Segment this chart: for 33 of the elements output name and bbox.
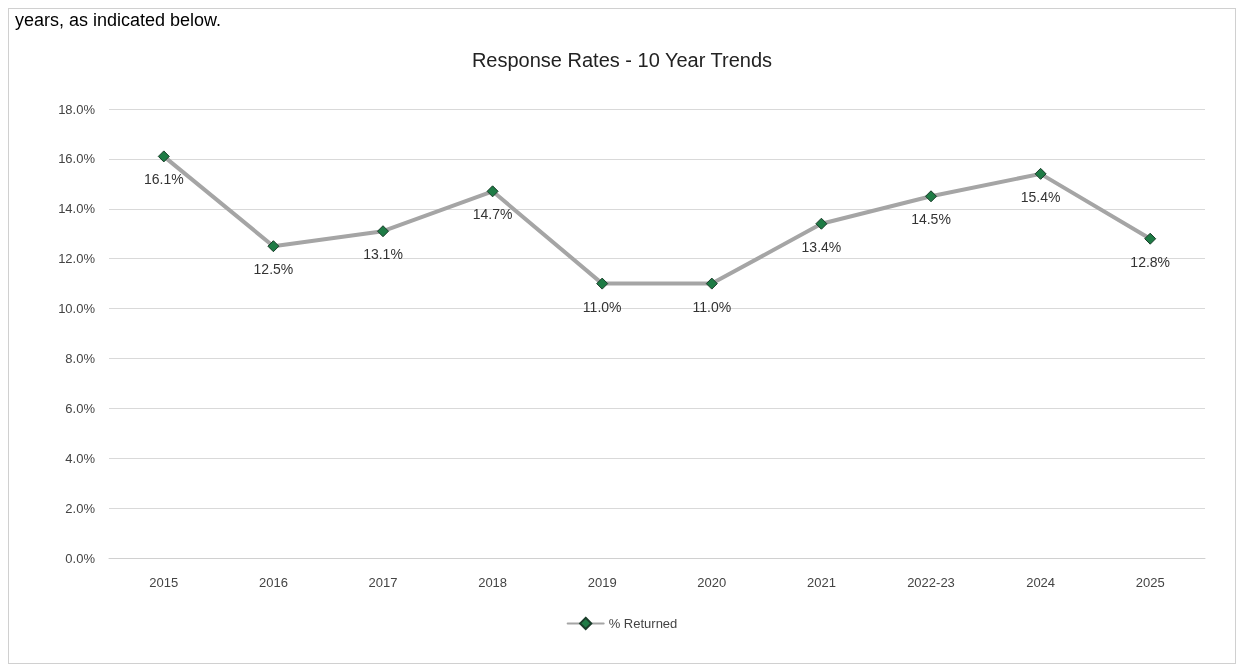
- x-tick-label: 2018: [478, 575, 508, 590]
- data-label: 11.0%: [582, 298, 622, 315]
- x-tick-label: 2016: [258, 575, 288, 590]
- x-tick-label: 2020: [697, 575, 727, 590]
- y-tick-label: 6.0%: [65, 400, 96, 416]
- data-label: 14.5%: [911, 211, 951, 228]
- x-tick-label: 2019: [587, 575, 617, 590]
- x-tick-label: 2024: [1026, 575, 1056, 590]
- data-label: 12.8%: [1130, 253, 1171, 270]
- y-tick-label: 4.0%: [65, 450, 96, 466]
- data-label: 13.1%: [363, 246, 403, 263]
- text: years, as indicated below.: [15, 10, 222, 30]
- x-tick-label: 2021: [806, 575, 836, 590]
- data-label: 13.4%: [801, 238, 842, 255]
- y-tick-label: 14.0%: [58, 201, 96, 217]
- legend-label: % Returned: [608, 615, 678, 631]
- x-tick-label: 2022-23: [907, 575, 955, 590]
- y-tick-label: 10.0%: [58, 301, 96, 317]
- y-tick-label: 18.0%: [58, 101, 96, 117]
- data-label: 16.1%: [143, 171, 184, 188]
- x-tick-label: 2015: [149, 575, 179, 590]
- data-label: 11.0%: [692, 298, 732, 315]
- y-tick-label: 2.0%: [65, 500, 96, 516]
- chart-title: Response Rates - 10 Year Trends: [471, 49, 773, 71]
- data-label: 14.7%: [472, 206, 513, 223]
- y-tick-label: 12.0%: [58, 251, 96, 267]
- y-tick-label: 0.0%: [65, 550, 96, 566]
- data-label: 15.4%: [1020, 188, 1061, 205]
- data-label: 12.5%: [253, 261, 294, 278]
- x-tick-label: 2017: [368, 575, 398, 590]
- x-tick-label: 2025: [1135, 575, 1165, 590]
- y-tick-label: 16.0%: [58, 151, 96, 167]
- y-tick-label: 8.0%: [65, 350, 96, 366]
